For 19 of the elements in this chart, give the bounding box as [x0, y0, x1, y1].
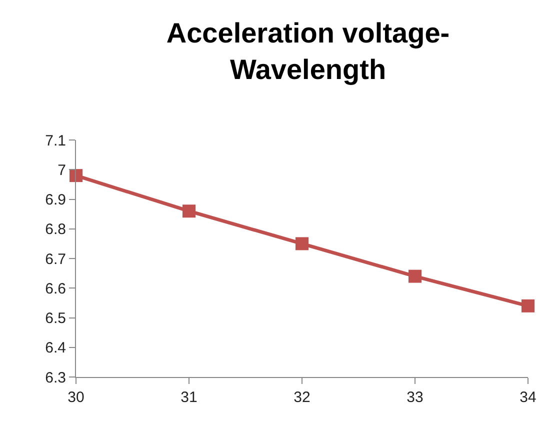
point — [182, 204, 196, 218]
x-tick-label: 33 — [406, 389, 424, 406]
y-tick-label: 6.9 — [45, 192, 66, 208]
x-tick-label: 31 — [180, 389, 198, 406]
chart-title: Acceleration voltage- Wavelength — [166, 18, 450, 86]
y-tick-label: 7 — [58, 162, 66, 179]
x-tick-label: 30 — [68, 389, 84, 406]
point — [408, 270, 422, 283]
y-tick-label: 6.8 — [45, 221, 66, 238]
point — [522, 299, 534, 312]
point — [296, 237, 308, 250]
y-tick-label: 6.5 — [45, 310, 66, 327]
y-tick-label: 6.4 — [45, 340, 66, 357]
x-tick-label: 32 — [294, 389, 310, 406]
x-tick-label: 34 — [520, 389, 536, 406]
y-tick-label: 6.7 — [45, 250, 66, 268]
y-tick-label: 7.1 — [45, 132, 66, 150]
y-tick-label: 6.3 — [45, 369, 66, 386]
y-tick-label: 6.6 — [45, 280, 66, 298]
